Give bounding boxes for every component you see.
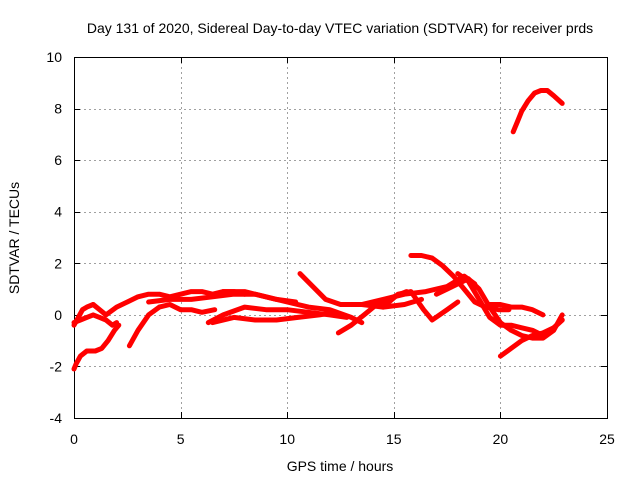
- x-axis-label: GPS time / hours: [287, 458, 394, 474]
- x-tick-label: 25: [599, 431, 615, 447]
- chart-title: Day 131 of 2020, Sidereal Day-to-day VTE…: [87, 20, 593, 36]
- series-arc-8: [210, 309, 339, 326]
- y-tick-label: 4: [54, 204, 62, 220]
- series-arc-13: [380, 289, 461, 323]
- y-tick-label: 2: [54, 255, 62, 271]
- plot-frame: [74, 57, 608, 419]
- series-arc-2: [71, 312, 120, 328]
- series-layer: [71, 88, 565, 372]
- series-arc-17: [487, 302, 546, 318]
- y-tick-labels: -4 -2 0 2 4 6 8 10: [46, 49, 62, 426]
- y-axis-label: SDTVAR / TECUs: [6, 182, 22, 294]
- series-arc-4: [90, 289, 248, 318]
- y-tick-label: -2: [50, 358, 63, 374]
- x-tick-label: 10: [279, 431, 295, 447]
- y-tick-label: 10: [46, 49, 62, 65]
- y-tick-label: -4: [50, 410, 63, 426]
- series-arc-5: [126, 302, 218, 349]
- series-arc-10: [297, 271, 424, 310]
- series-arc-3: [71, 302, 96, 328]
- x-tick-label: 15: [386, 431, 402, 447]
- series-arc-18: [497, 317, 565, 359]
- x-tick-labels: 0 5 10 15 20 25: [70, 431, 615, 447]
- x-tick-label: 5: [177, 431, 185, 447]
- series-arc-9: [220, 289, 365, 326]
- series-arc-19: [510, 88, 565, 135]
- axis-ticks: [74, 57, 608, 419]
- y-tick-label: 6: [54, 152, 62, 168]
- y-tick-label: 8: [54, 101, 62, 117]
- x-tick-label: 20: [493, 431, 509, 447]
- series-arc-1: [71, 322, 122, 372]
- x-tick-label: 0: [70, 431, 78, 447]
- grid: [74, 57, 607, 418]
- y-tick-label: 0: [54, 307, 62, 323]
